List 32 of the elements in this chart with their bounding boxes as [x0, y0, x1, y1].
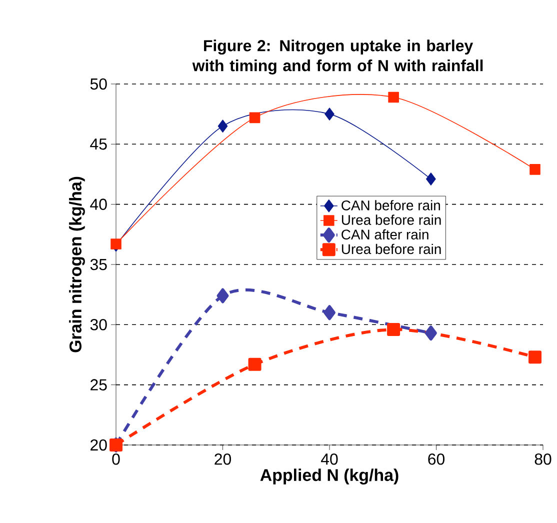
- point: [528, 350, 542, 364]
- x-tick-label: 60: [428, 454, 444, 465]
- legend-label: Urea before rain: [342, 214, 441, 225]
- y-tick-label: 25: [90, 379, 107, 390]
- y-tick-label: 50: [90, 78, 107, 90]
- legend-label: Urea before rain: [342, 244, 441, 254]
- point: [387, 322, 400, 336]
- point: [424, 326, 437, 341]
- point: [388, 92, 399, 103]
- point: [110, 238, 122, 250]
- point: [530, 164, 540, 175]
- point: [249, 112, 260, 124]
- y-tick-label: 45: [90, 138, 107, 150]
- legend-label: CAN after rain: [342, 229, 428, 240]
- chart-title: Figure 2: Nitrogen uptake in barley with timing and form of N with rainfall: [192, 40, 483, 74]
- point: [324, 108, 334, 120]
- x-tick-label: 40: [321, 454, 338, 465]
- x-tick-label: 20: [214, 454, 231, 465]
- x-axis-title: Applied N (kg/ha): [260, 468, 398, 484]
- point: [216, 288, 229, 304]
- y-tick-label: 35: [90, 258, 107, 270]
- x-tick-label: 0: [112, 454, 120, 465]
- y-tick-label: 40: [90, 198, 107, 210]
- y-axis-title: Grain nitrogen (kg/ha): [69, 176, 85, 352]
- legend-label: CAN before rain: [342, 200, 440, 210]
- y-tick-label: 20: [90, 439, 107, 451]
- point: [324, 305, 336, 320]
- point: [248, 358, 262, 371]
- point: [218, 120, 228, 132]
- point: [426, 172, 436, 186]
- y-tick-label: 30: [90, 319, 107, 330]
- x-tick-label: 80: [534, 454, 552, 465]
